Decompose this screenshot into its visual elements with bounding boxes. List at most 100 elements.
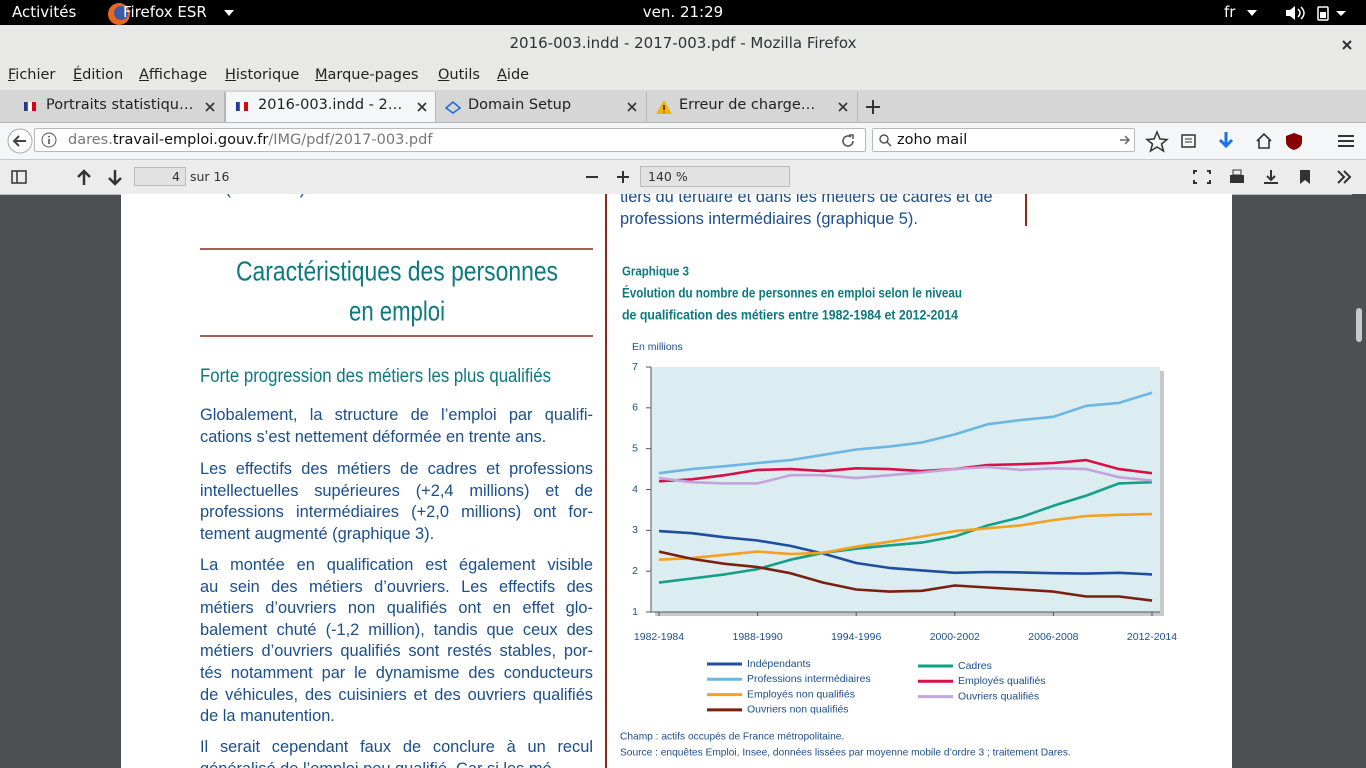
page-number-input[interactable]: 4 [134,167,186,186]
paragraph-line: généralisé de l’emploi peu qualifié. Car… [200,759,593,768]
search-icon [879,134,892,147]
search-bar[interactable]: zoho mail [872,128,1135,152]
x-tick-label: 1994-1996 [831,631,881,643]
keyboard-layout[interactable]: fr [1224,3,1236,21]
legend-label: Professions intermédiaires [747,673,871,685]
status-icons[interactable] [1284,4,1360,22]
paragraph-line: tés notamment par le dynamisme des condu… [200,664,593,682]
data-line [658,512,1153,561]
y-tick-label: 5 [632,442,638,454]
tab[interactable]: Erreur de charge… [647,92,858,122]
firefox-icon [108,3,130,25]
navigation-bar: dares.travail-emploi.gouv.fr/IMG/pdf/201… [0,123,1366,160]
tab-bar: Portraits statistiqu… 2016-003.indd - 2… D… [0,90,1366,123]
search-go[interactable] [1119,134,1131,146]
data-line [658,458,1153,483]
section-title: Caractéristiques des personnes [236,255,558,286]
menu-item[interactable]: Affichage [139,67,208,83]
pdf-viewer: tifs (+179 000). tiers du tertiaire et da… [0,194,1366,768]
y-tick-label: 6 [632,402,638,414]
paragraph-line: La montée en qualification est également… [200,556,593,574]
tab[interactable]: Domain Setup [436,92,647,122]
legend-label: Cadres [958,660,992,672]
paragraph-line: tement augmenté (graphique 3). [200,524,435,543]
axis-unit: En millions [632,341,683,353]
clock[interactable]: ven. 21:29 [642,3,724,21]
legend-label: Ouvriers non qualifiés [747,704,849,716]
x-tick-label: 1982-1984 [634,631,684,643]
site-info-icon[interactable] [41,132,57,148]
toolbar-icons[interactable] [1144,129,1359,153]
menu-item[interactable]: Aide [497,67,530,83]
activities-button[interactable]: Activités [12,3,77,21]
tab-favicon [24,101,36,112]
section-title: en emploi [349,295,445,326]
app-menu[interactable]: Firefox ESR [123,3,207,21]
y-tick-label: 2 [632,565,638,577]
text-line: professions intermédiaires (graphique 5)… [620,210,918,228]
x-tick-label: 2000-2002 [930,631,980,643]
paragraph-line: Globalement, la structure de l’emploi pa… [200,406,593,424]
pdf-nav-icons[interactable] [0,160,130,194]
menu-item[interactable]: Édition [73,67,124,83]
dropdown-arrow [224,10,234,16]
tab-favicon [236,101,248,112]
x-tick-label: 2006-2008 [1028,631,1078,643]
scrollbar-thumb[interactable] [1356,308,1362,342]
reload-button[interactable] [839,132,857,150]
subsection-title: Forte progression des métiers les plus q… [200,366,551,387]
paragraph-line: professions intermédiaires (+2,0 million… [200,503,593,522]
paragraph-line: cations s’est nettement déformée en tren… [200,427,547,446]
tab-title: Erreur de charge… [679,97,816,113]
dropdown-arrow [1247,10,1257,16]
legend-label: Indépendants [747,658,811,670]
zoom-buttons[interactable] [580,168,636,186]
url-prefix: dares. [68,132,113,148]
url-bar[interactable]: dares.travail-emploi.gouv.fr/IMG/pdf/201… [34,128,866,152]
y-tick-label: 4 [632,483,638,495]
url-path: /IMG/pdf/2017-003.pdf [268,132,433,148]
pdf-action-icons[interactable] [1190,166,1360,188]
page-count: sur 16 [190,169,230,184]
legend-label: Employés non qualifiés [747,688,855,700]
legend-label: Employés qualifiés [958,675,1046,687]
menu-item[interactable]: Outils [438,67,480,83]
chart-title: Évolution du nombre de personnes en empl… [622,286,962,301]
tab-close[interactable] [417,102,427,112]
url-domain: travail-emploi.gouv.fr [112,132,269,148]
tab-favicon [656,100,672,114]
pdf-toolbar: 4 sur 16 140 % [0,160,1366,195]
tab-title: Domain Setup [468,97,572,113]
tab[interactable]: 2016-003.indd - 2… [225,92,436,122]
paragraph-line: métiers d’ouvriers non qualifiés ont en … [200,599,593,618]
tab[interactable]: Portraits statistiqu… [14,92,225,122]
menu-item[interactable]: Marque-pages [315,67,419,83]
menu-item[interactable]: Historique [225,67,300,83]
window-title: 2016-003.indd - 2017-003.pdf - Mozilla F… [509,34,857,52]
data-line [658,480,1153,584]
document-graphics: Caractéristiques des personnes en emploi F… [200,194,1177,768]
paragraph-line: de la manutention. [200,707,335,726]
window-titlebar: 2016-003.indd - 2017-003.pdf - Mozilla F… [0,25,1366,63]
menu-bar: Fichier Édition Affichage Historique Marque-… [0,63,1366,90]
close-button[interactable] [1341,39,1353,51]
search-query: zoho mail [897,132,968,148]
legend-label: Ouvriers qualifiés [958,690,1039,702]
chart-note: Champ : actifs occupés de France métropo… [620,732,844,743]
plot-area [651,367,1160,612]
tab-close[interactable] [205,102,215,112]
back-button[interactable] [6,127,34,155]
tab-close[interactable] [627,102,637,112]
x-tick-label: 1988-1990 [732,631,782,643]
menu-item[interactable]: Fichier [8,67,56,83]
paragraph-line: Il serait cependant faux de conclure à u… [200,738,593,756]
tab-close[interactable] [838,102,848,112]
y-tick-label: 1 [632,606,638,618]
zoom-select[interactable]: 140 % [640,166,790,187]
new-tab-button[interactable] [864,98,882,116]
chart-label: Graphique 3 [622,263,689,278]
tab-title: Portraits statistiqu… [46,97,194,113]
data-line [658,465,1153,485]
scrollbar[interactable] [1352,194,1366,768]
